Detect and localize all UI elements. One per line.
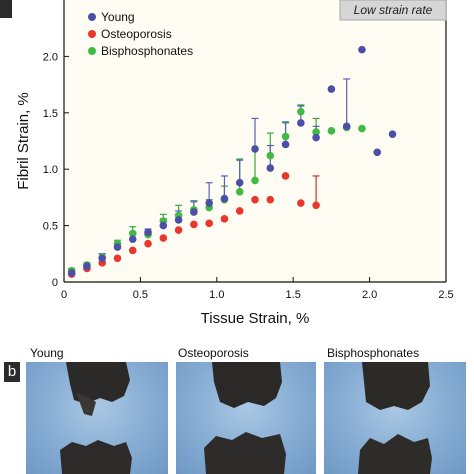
x-tick-label: 0.5 [133, 289, 148, 301]
point-bisphosphonates [312, 128, 320, 136]
x-tick-label: 1.0 [209, 289, 224, 301]
y-axis-label: Fibril Strain, % [15, 92, 32, 190]
point-bisphosphonates [281, 132, 290, 141]
point-young [251, 145, 259, 153]
point-osteoporosis [220, 215, 229, 223]
x-axis-label: Tissue Strain, % [201, 310, 310, 327]
point-young [190, 208, 198, 216]
point-osteoporosis [297, 199, 305, 207]
photo-label-osteoporosis: Osteoporosis [178, 346, 249, 360]
point-osteoporosis [113, 254, 122, 263]
panel-a-tag-stub [0, 0, 12, 18]
y-tick-label: 2.0 [43, 51, 58, 63]
point-young [67, 269, 76, 277]
point-osteoporosis [205, 219, 213, 228]
point-young [205, 199, 213, 207]
point-bisphosphonates [266, 151, 275, 160]
point-bisphosphonates [251, 176, 259, 185]
point-osteoporosis [190, 220, 198, 229]
point-young [342, 122, 351, 131]
legend-marker-bisphosphonates [88, 47, 96, 55]
point-osteoporosis [266, 195, 275, 204]
point-young [235, 178, 244, 187]
point-bisphosphonates [327, 127, 336, 135]
sample-photo-bisphosphonates [324, 362, 466, 474]
point-young [159, 221, 168, 230]
point-young [373, 148, 382, 157]
legend-label-bisphosphonates: Bisphosphonates [101, 44, 193, 58]
x-tick-label: 1.5 [286, 289, 301, 301]
y-tick-label: 1.0 [43, 164, 58, 176]
legend-marker-osteoporosis [88, 30, 96, 38]
point-osteoporosis [235, 207, 244, 215]
point-young [297, 119, 305, 127]
point-young [358, 45, 366, 54]
point-osteoporosis [312, 201, 320, 210]
point-young [83, 262, 91, 271]
sample-photo-young [26, 362, 168, 474]
photo-label-young: Young [30, 346, 64, 360]
point-osteoporosis [251, 195, 259, 204]
point-young [312, 133, 320, 142]
point-young [144, 228, 152, 237]
point-osteoporosis [128, 246, 137, 255]
point-young [128, 235, 137, 243]
point-osteoporosis [144, 239, 152, 248]
y-tick-label: 1.5 [43, 108, 58, 120]
point-bisphosphonates [235, 187, 244, 196]
legend: Young Osteoporosis Bisphosphonates [88, 10, 193, 58]
point-osteoporosis [281, 172, 290, 180]
legend-label-osteoporosis: Osteoporosis [101, 27, 172, 41]
sample-photo-osteoporosis [176, 362, 316, 474]
point-osteoporosis [174, 226, 183, 234]
x-tick-label: 0 [61, 289, 67, 301]
point-young [281, 140, 290, 149]
annotation-text: Low strain rate [354, 3, 433, 17]
annotation-box [339, 0, 447, 21]
y-tick-label: 0.5 [43, 221, 58, 233]
legend-marker-young [88, 13, 96, 21]
photo-label-bisphosphonates: Bisphosphonates [327, 346, 420, 360]
y-tick-label: 0 [52, 277, 58, 289]
legend-label-young: Young [101, 10, 135, 24]
point-young [220, 194, 229, 203]
point-young [327, 85, 336, 93]
point-osteoporosis [159, 234, 168, 242]
point-young [98, 254, 106, 263]
x-tick-label: 2.5 [438, 289, 453, 301]
point-young [113, 243, 122, 251]
point-young [266, 164, 275, 172]
x-tick-label: 2.0 [362, 289, 377, 301]
panel-b-tag: b [4, 362, 20, 382]
point-bisphosphonates [297, 107, 305, 116]
point-young [174, 216, 183, 224]
point-young [388, 130, 397, 139]
point-bisphosphonates [128, 229, 137, 238]
point-bisphosphonates [358, 124, 366, 133]
